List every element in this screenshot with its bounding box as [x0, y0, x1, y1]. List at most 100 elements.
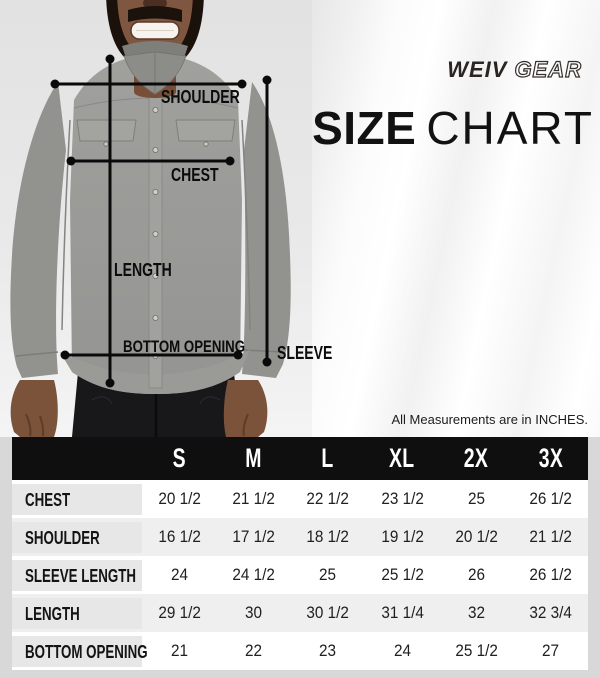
size-value: 26 1/2	[529, 565, 573, 584]
row-label-cell: CHEST	[12, 480, 142, 518]
row-label-cell: SLEEVE LENGTH	[12, 556, 142, 594]
size-value-cell: 22 1/2	[290, 480, 365, 518]
size-value: 25	[467, 489, 485, 508]
header-cell-l: L	[290, 437, 365, 480]
row-label: LENGTH	[25, 602, 80, 624]
size-value: 18 1/2	[306, 527, 350, 546]
size-header-label: S	[172, 443, 186, 473]
size-value-cell: 17 1/2	[216, 518, 291, 556]
size-table-header-row: S M L XL 2X 3X	[12, 437, 588, 480]
size-value: 31 1/4	[380, 603, 424, 622]
size-value: 20 1/2	[157, 489, 201, 508]
size-value: 27	[542, 641, 560, 660]
length-measure-label: LENGTH	[114, 260, 172, 280]
chest-pockets	[76, 119, 236, 147]
table-row-shoulder: SHOULDER 16 1/2 17 1/2 18 1/2 19 1/2 20 …	[12, 518, 588, 556]
size-value: 17 1/2	[232, 527, 275, 546]
size-value: 30 1/2	[306, 603, 350, 622]
size-value: 21 1/2	[232, 489, 275, 508]
size-value-cell: 26 1/2	[513, 480, 588, 518]
title-chart: CHART	[426, 102, 594, 154]
header-cell-m: M	[216, 437, 291, 480]
size-value: 19 1/2	[380, 527, 424, 546]
row-label: SLEEVE LENGTH	[25, 564, 137, 586]
size-value-cell: 24 1/2	[216, 556, 291, 594]
row-label-chip: LENGTH	[12, 597, 142, 629]
size-value-cell: 24	[364, 632, 440, 670]
striped-background-panel	[312, 0, 600, 437]
size-value: 23 1/2	[380, 489, 424, 508]
header-cell-3x: 3X	[513, 437, 588, 480]
row-label-chip: SHOULDER	[12, 521, 142, 553]
brand-weiv: WEIV	[447, 57, 508, 82]
hands	[10, 380, 268, 437]
size-value: 16 1/2	[157, 527, 201, 546]
size-value: 22 1/2	[306, 489, 350, 508]
size-value: 24	[170, 565, 188, 584]
size-value-cell: 26	[439, 556, 514, 594]
size-value-cell: 29 1/2	[142, 594, 217, 632]
header-cell-2x: 2X	[439, 437, 514, 480]
size-value-cell: 25	[439, 480, 514, 518]
row-label-cell: LENGTH	[12, 594, 142, 632]
size-value-cell: 27	[513, 632, 588, 670]
units-note: All Measurements are in INCHES.	[391, 412, 588, 427]
row-label-chip: CHEST	[12, 483, 142, 515]
size-value-cell: 22	[216, 632, 291, 670]
row-label-chip: SLEEVE LENGTH	[12, 559, 142, 591]
model-illustration	[0, 0, 312, 437]
size-value-cell: 25 1/2	[439, 632, 514, 670]
bottom-opening-measure-label: BOTTOM OPENING	[123, 337, 246, 356]
size-header-label: 3X	[538, 443, 564, 473]
size-value-cell: 30	[216, 594, 291, 632]
size-value-cell: 26 1/2	[513, 556, 588, 594]
size-value-cell: 32 3/4	[513, 594, 588, 632]
brand-gear: GEAR	[514, 56, 582, 82]
shoulder-measure-label: SHOULDER	[161, 87, 240, 107]
size-header-label: 2X	[464, 443, 489, 473]
header-cell-xl: XL	[364, 437, 440, 480]
size-value-cell: 16 1/2	[142, 518, 217, 556]
row-label-cell: SHOULDER	[12, 518, 142, 556]
size-value-cell: 23	[290, 632, 365, 670]
size-value: 22	[244, 641, 263, 660]
size-value-cell: 23 1/2	[364, 480, 440, 518]
size-value: 26 1/2	[529, 489, 573, 508]
table-zone: S M L XL 2X 3X CHEST 20 1/2 21 1/2 22 1/…	[0, 437, 600, 678]
sleeve-measure-label: SLEEVE	[277, 343, 333, 363]
size-value: 25 1/2	[455, 641, 498, 660]
row-label-cell: BOTTOM OPENING	[12, 632, 148, 670]
row-label-chip: BOTTOM OPENING	[12, 635, 148, 667]
size-value: 26	[467, 565, 485, 584]
size-value: 32	[467, 603, 485, 622]
size-value: 24 1/2	[232, 565, 275, 584]
title-size: SIZE	[312, 102, 417, 154]
size-header-label: XL	[389, 443, 415, 473]
chest-measure-label: CHEST	[171, 165, 219, 185]
table-row-length: LENGTH 29 1/2 30 30 1/2 31 1/4 32 32 3/4	[12, 594, 588, 632]
size-value-cell: 25	[290, 556, 365, 594]
size-value: 21 1/2	[529, 527, 573, 546]
size-value-cell: 25 1/2	[364, 556, 440, 594]
size-header-label: L	[321, 443, 334, 473]
table-row-chest: CHEST 20 1/2 21 1/2 22 1/2 23 1/2 25 26 …	[12, 480, 588, 518]
corner-cell	[12, 437, 142, 480]
size-value: 21	[170, 641, 188, 660]
size-value-cell: 32	[439, 594, 514, 632]
size-value-cell: 24	[142, 556, 217, 594]
size-value-cell: 21 1/2	[216, 480, 291, 518]
brand-logo: WEIV GEAR	[447, 56, 582, 83]
size-header-label: M	[245, 443, 262, 473]
size-value: 20 1/2	[455, 527, 498, 546]
measurement-lines	[50, 54, 272, 388]
row-label: SHOULDER	[25, 526, 100, 548]
table-row-bottom-opening: BOTTOM OPENING 21 22 23 24 25 1/2 27	[12, 632, 588, 670]
size-value: 29 1/2	[157, 603, 201, 622]
page-title: SIZE CHART	[312, 101, 594, 155]
size-value-cell: 30 1/2	[290, 594, 365, 632]
size-value-cell: 18 1/2	[290, 518, 365, 556]
size-table: S M L XL 2X 3X CHEST 20 1/2 21 1/2 22 1/…	[12, 437, 588, 670]
size-value-cell: 20 1/2	[439, 518, 514, 556]
size-value-cell: 20 1/2	[142, 480, 217, 518]
